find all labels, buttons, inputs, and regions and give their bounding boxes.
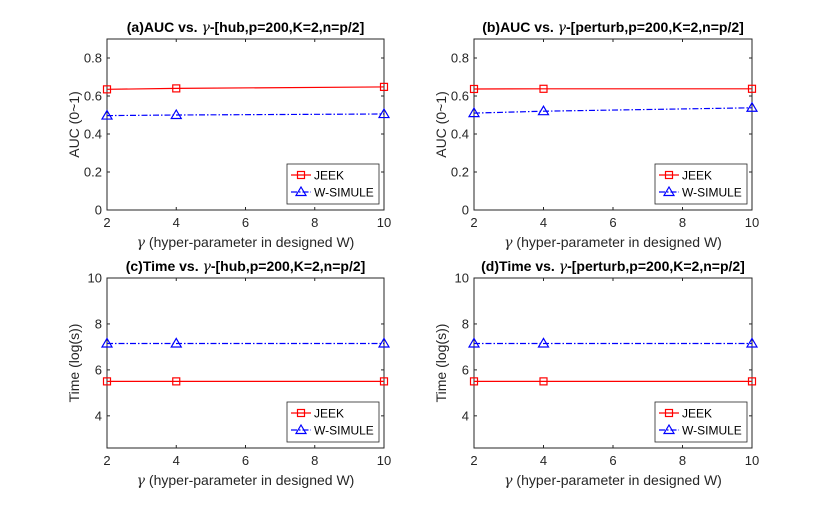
chart-title: (a)AUC vs. γ-[hub,p=200,K=2,n=p/2]	[127, 19, 365, 36]
x-tick-label: 8	[311, 453, 318, 468]
y-tick-label: 6	[95, 362, 102, 377]
x-axis-label: γ (hyper-parameter in designed W)	[504, 234, 722, 251]
x-tick-label: 8	[311, 215, 318, 230]
x-tick-label: 4	[173, 453, 180, 468]
chart-title: (c)Time vs. γ-[hub,p=200,K=2,n=p/2]	[126, 258, 366, 275]
x-tick-label: 10	[745, 215, 759, 230]
y-tick-label: 0.8	[84, 51, 102, 66]
y-tick-label: 0.2	[451, 165, 469, 180]
legend-label: JEEK	[682, 407, 712, 421]
x-axis-label: γ (hyper-parameter in designed W)	[137, 234, 355, 251]
chart-panel-2: 2 4 6 8 10 4 6 8 10 (c)Time vs. γ-[hub,p=200,K=2,…	[66, 258, 391, 489]
x-axis-label: γ (hyper-parameter in designed W)	[137, 472, 355, 489]
y-tick-label: 8	[95, 316, 102, 331]
legend-label: JEEK	[314, 407, 344, 421]
chart-panel-1: 2 4 6 8 10 0 0.2 0.4 0.6 0.8 (b)AUC vs. γ-[perturb…	[433, 19, 759, 251]
legend-label: W-SIMULE	[682, 186, 742, 200]
x-tick-label: 2	[103, 453, 110, 468]
y-tick-label: 0.8	[451, 51, 469, 66]
y-tick-label: 0.2	[84, 165, 102, 180]
x-tick-label: 2	[470, 453, 477, 468]
x-tick-label: 6	[242, 453, 249, 468]
x-tick-label: 10	[377, 215, 391, 230]
x-tick-label: 4	[540, 215, 547, 230]
chart-title: (b)AUC vs. γ-[perturb,p=200,K=2,n=p/2]	[482, 19, 744, 36]
chart-panel-0: 2 4 6 8 10 0 0.2 0.4 0.6 0.8 (a)AUC vs. γ-[hub,p=2…	[66, 19, 391, 251]
chart-panel-3: 2 4 6 8 10 4 6 8 10 (d)Time vs. γ-[perturb,p=200,…	[433, 258, 759, 489]
x-tick-label: 6	[609, 453, 616, 468]
x-tick-label: 6	[242, 215, 249, 230]
x-tick-label: 4	[540, 453, 547, 468]
y-tick-label: 0.6	[451, 89, 469, 104]
legend-label: W-SIMULE	[314, 424, 374, 438]
x-tick-label: 6	[609, 215, 616, 230]
y-tick-label: 0	[95, 203, 102, 218]
y-tick-label: 4	[95, 408, 102, 423]
y-tick-label: 0.6	[84, 89, 102, 104]
legend-label: JEEK	[682, 169, 712, 183]
y-tick-label: 10	[88, 271, 102, 286]
legend-label: W-SIMULE	[314, 186, 374, 200]
chart-title: (d)Time vs. γ-[perturb,p=200,K=2,n=p/2]	[481, 258, 745, 275]
x-tick-label: 2	[470, 215, 477, 230]
y-tick-label: 0	[462, 203, 469, 218]
y-axis-label: Time (log(s))	[433, 324, 449, 403]
y-tick-label: 6	[462, 362, 469, 377]
y-tick-label: 8	[462, 316, 469, 331]
y-tick-label: 4	[462, 408, 469, 423]
y-tick-label: 0.4	[84, 127, 102, 142]
x-tick-label: 8	[679, 453, 686, 468]
x-axis-label: γ (hyper-parameter in designed W)	[504, 472, 722, 489]
y-axis-label: Time (log(s))	[66, 324, 82, 403]
x-tick-label: 8	[679, 215, 686, 230]
y-axis-label: AUC (0~1)	[66, 91, 82, 158]
legend-label: JEEK	[314, 169, 344, 183]
y-tick-label: 10	[455, 271, 469, 286]
x-tick-label: 2	[103, 215, 110, 230]
y-tick-label: 0.4	[451, 127, 469, 142]
y-axis-label: AUC (0~1)	[433, 91, 449, 158]
x-tick-label: 10	[745, 453, 759, 468]
x-tick-label: 10	[377, 453, 391, 468]
legend-label: W-SIMULE	[682, 424, 742, 438]
x-tick-label: 4	[173, 215, 180, 230]
